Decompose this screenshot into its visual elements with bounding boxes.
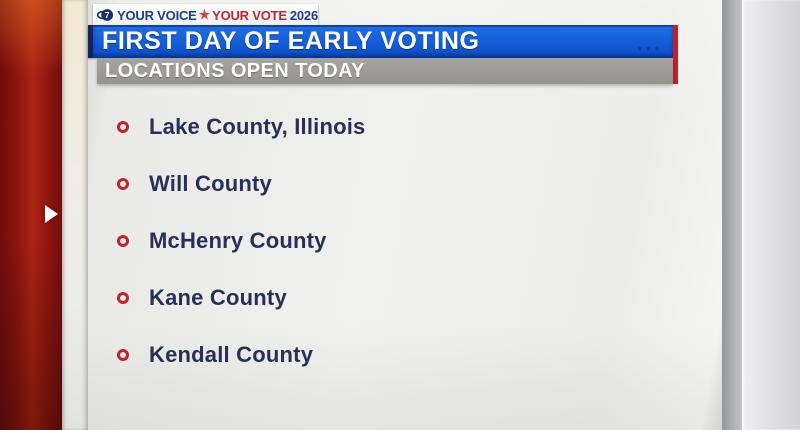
list-item: Kane County [117,269,617,326]
bullet-icon [117,120,129,133]
county-label: Lake County, Illinois [149,113,366,139]
list-item: Lake County, Illinois [117,98,617,155]
play-arrow-icon[interactable] [45,205,58,223]
more-dots-icon[interactable]: ••• [637,41,663,56]
accent-stripe [673,25,678,84]
bullet-icon [117,177,129,190]
subheadline-bar: LOCATIONS OPEN TODAY [97,58,673,84]
subheadline-text: LOCATIONS OPEN TODAY [105,60,365,82]
bullet-icon [117,291,129,304]
studio-right-panel [742,0,800,430]
your-voice-your-vote-banner: 7 YOUR VOICE ★ YOUR VOTE 2026 [93,4,318,26]
studio-right-strip [722,0,742,430]
headline-title: FIRST DAY OF EARLY VOTING [102,27,480,55]
county-label: Kane County [149,284,287,310]
county-label: McHenry County [149,227,327,253]
county-label: Kendall County [149,341,314,367]
list-item: McHenry County [117,212,617,269]
bullet-icon [117,234,129,247]
banner-your-vote: YOUR VOTE [212,7,287,23]
star-icon: ★ [198,7,211,22]
svg-text:7: 7 [105,10,110,20]
list-item: Kendall County [117,326,617,383]
county-list: Lake County, Illinois Will County McHenr… [117,98,617,383]
list-item: Will County [117,155,617,212]
banner-year: 2026 [289,7,318,23]
banner-your-voice: YOUR VOICE [117,7,197,23]
studio-left-strip [62,0,88,430]
bullet-icon [117,348,129,361]
headline-bar: FIRST DAY OF EARLY VOTING ••• [88,25,673,58]
county-label: Will County [149,170,272,196]
abc7-logo-icon: 7 [97,9,114,21]
